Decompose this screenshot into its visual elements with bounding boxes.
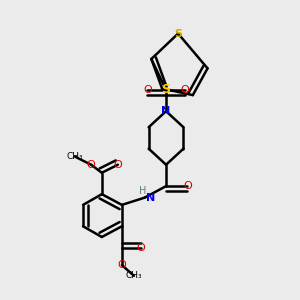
Text: O: O: [118, 260, 126, 270]
Text: O: O: [183, 181, 192, 191]
Text: O: O: [180, 85, 189, 95]
Text: N: N: [161, 106, 171, 116]
Text: S: S: [162, 83, 171, 96]
Text: O: O: [136, 243, 145, 253]
Text: O: O: [87, 160, 95, 170]
Text: CH₃: CH₃: [126, 271, 142, 280]
Text: S: S: [174, 28, 182, 39]
Text: O: O: [143, 85, 152, 95]
Text: CH₃: CH₃: [67, 152, 83, 161]
Text: N: N: [146, 193, 155, 202]
Text: H: H: [139, 186, 146, 196]
Text: O: O: [113, 160, 122, 170]
